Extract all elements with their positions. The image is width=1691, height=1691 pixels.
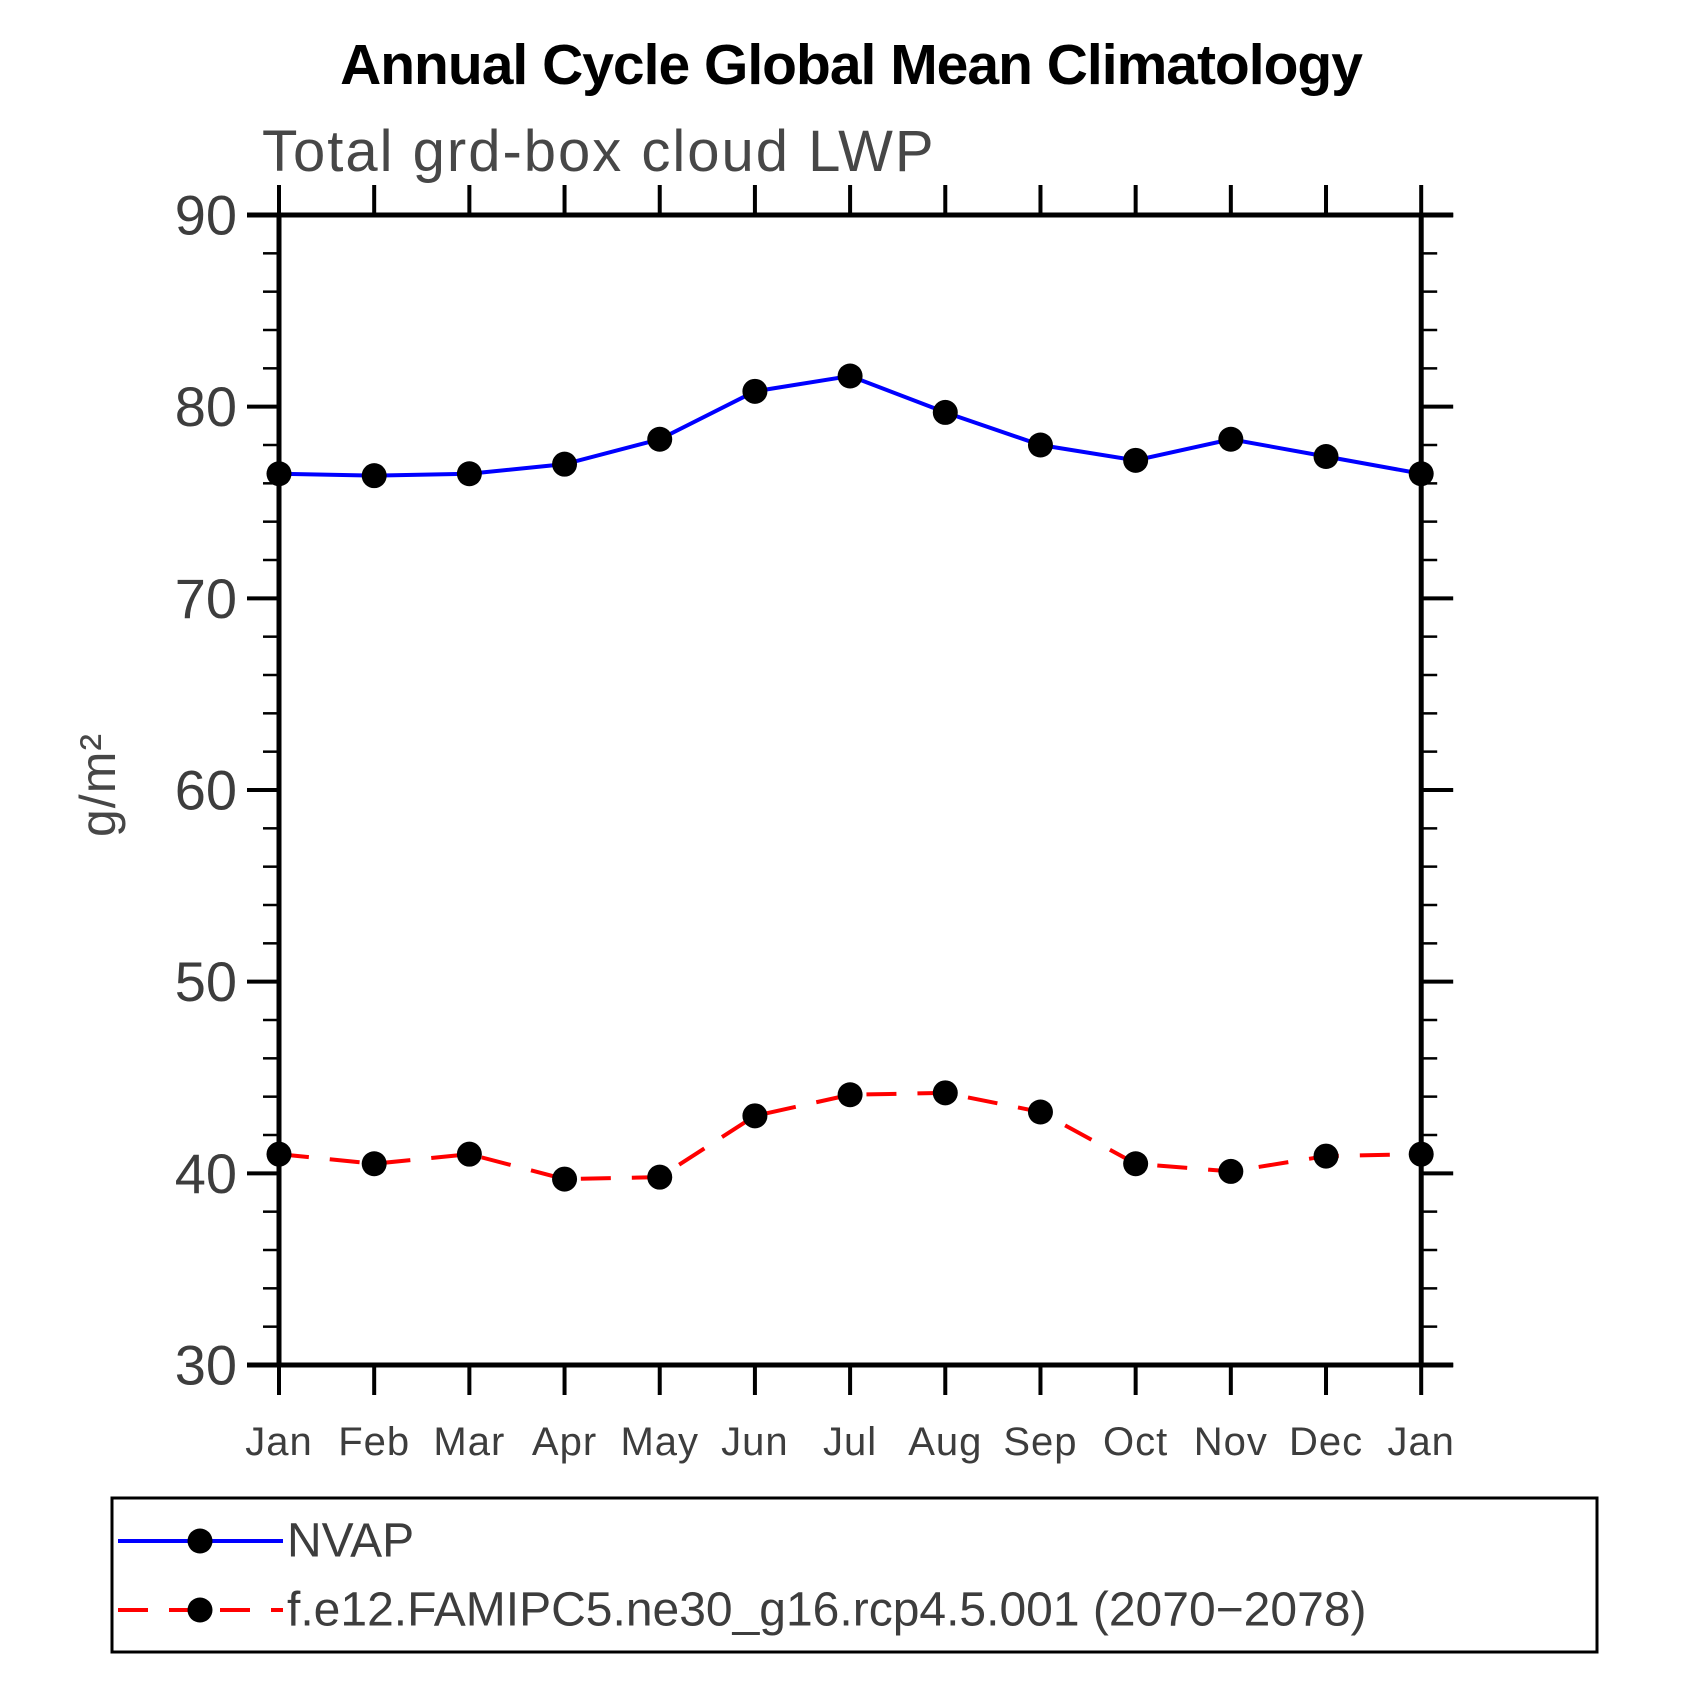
x-tick-label: Jul xyxy=(823,1420,877,1464)
plot-area: 30 40 50 60 70 80 90 Jan Feb Mar Apr May Jun Jul Aug Se… xyxy=(175,184,1455,1465)
data-point xyxy=(456,1141,482,1167)
y-tick-label: 30 xyxy=(175,1334,237,1397)
legend-marker-sample xyxy=(187,1528,213,1554)
data-point xyxy=(266,1141,292,1167)
data-point xyxy=(266,461,292,487)
data-point xyxy=(1313,1143,1339,1169)
series-line-0 xyxy=(278,373,1422,478)
data-point xyxy=(1123,447,1149,473)
x-tick-label: Nov xyxy=(1194,1420,1268,1464)
data-point xyxy=(932,1080,958,1106)
data-point xyxy=(837,363,863,389)
data-point xyxy=(647,1164,673,1190)
y-tick-label: 60 xyxy=(175,759,237,822)
data-point xyxy=(1408,461,1434,487)
data-point xyxy=(552,1166,578,1192)
y-axis-label: g/m² xyxy=(70,733,126,837)
x-tick-label: Oct xyxy=(1103,1420,1168,1464)
data-point xyxy=(1313,444,1339,469)
legend-label-nvap: NVAP xyxy=(287,1515,414,1568)
x-tick-label: Sep xyxy=(1003,1420,1077,1464)
x-tick-label: Feb xyxy=(338,1420,410,1464)
chart-title: Annual Cycle Global Mean Climatology xyxy=(340,33,1363,97)
data-point xyxy=(456,461,482,487)
y-tick-label: 90 xyxy=(175,184,237,247)
x-tick-label: May xyxy=(620,1420,699,1464)
data-point xyxy=(1408,1141,1434,1167)
legend-marker-sample xyxy=(187,1597,213,1623)
x-tick-label: Mar xyxy=(433,1420,505,1464)
y-tick-label: 40 xyxy=(175,1142,237,1205)
legend: NVAP f.e12.FAMIPC5.ne30_g16.rcp4.5.001 (… xyxy=(110,1496,1599,1654)
data-point xyxy=(1027,432,1053,458)
x-tick-label: Aug xyxy=(908,1420,982,1464)
y-tick-label: 80 xyxy=(175,375,237,438)
data-point xyxy=(742,378,768,404)
data-point xyxy=(1027,1099,1053,1125)
data-point xyxy=(932,399,958,425)
data-point xyxy=(552,451,578,477)
legend-samples xyxy=(118,1528,283,1623)
data-point xyxy=(1218,1158,1244,1184)
x-tick-label: Jan xyxy=(1387,1420,1455,1464)
y-tick-label: 70 xyxy=(175,567,237,630)
x-tick-label: Apr xyxy=(532,1420,597,1464)
data-point xyxy=(1218,426,1244,452)
x-tick-label: Dec xyxy=(1289,1420,1363,1464)
data-point xyxy=(647,426,673,452)
legend-label-model: f.e12.FAMIPC5.ne30_g16.rcp4.5.001 (2070−… xyxy=(287,1584,1366,1637)
legend-box xyxy=(110,1496,1599,1654)
data-point xyxy=(361,463,387,489)
data-point xyxy=(361,1151,387,1177)
data-point xyxy=(742,1103,768,1129)
x-tick-label: Jan xyxy=(245,1420,313,1464)
data-point xyxy=(1123,1151,1149,1177)
y-tick-label: 50 xyxy=(175,950,237,1013)
data-point xyxy=(837,1082,863,1108)
x-tick-label: Jun xyxy=(721,1420,789,1464)
chart-subtitle: Total grd-box cloud LWP xyxy=(262,119,936,184)
